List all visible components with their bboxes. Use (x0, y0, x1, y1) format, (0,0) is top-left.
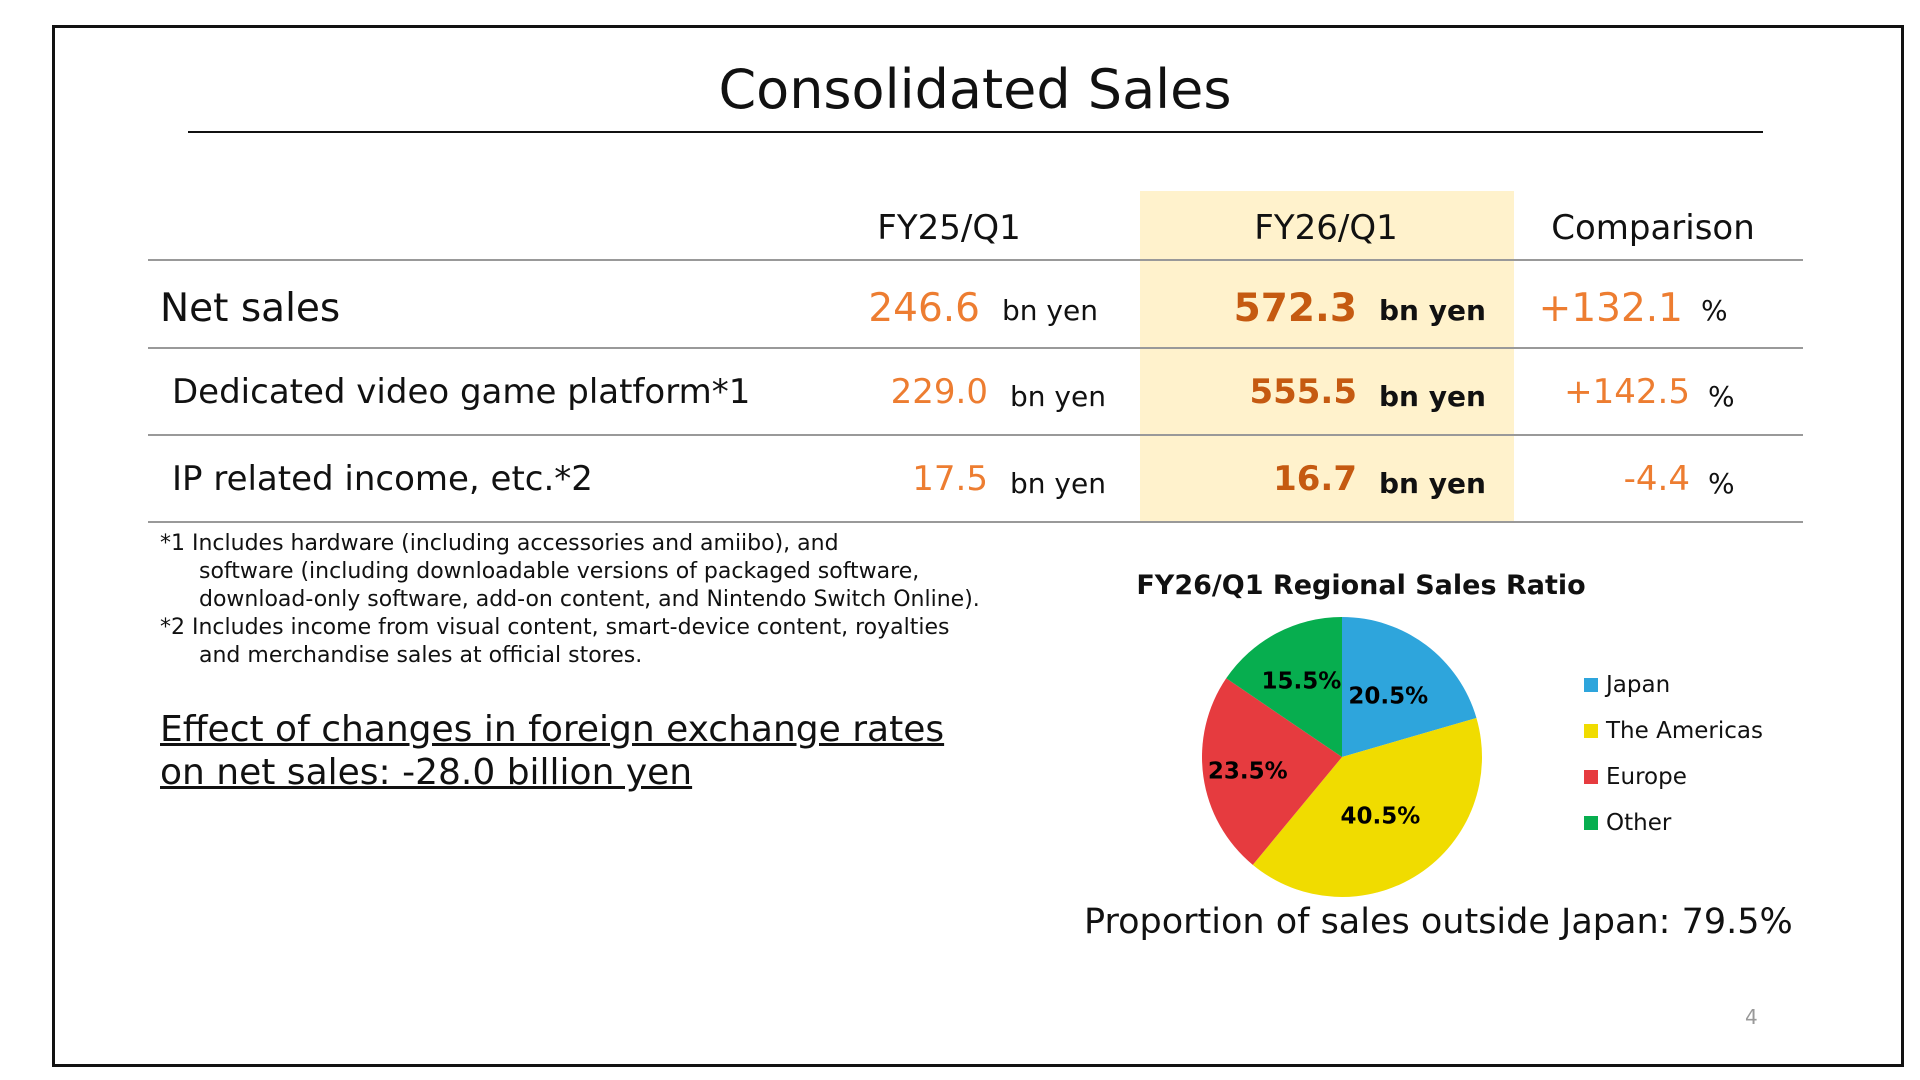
comparison-value: +132.1 (1538, 286, 1683, 331)
legend-swatch (1584, 816, 1598, 830)
footnote: and merchandise sales at official stores… (199, 643, 643, 668)
comparison-unit: % (1708, 380, 1735, 413)
comparison-value: +142.5 (1564, 372, 1690, 412)
fy25-unit: bn yen (1002, 294, 1098, 327)
legend-item: Europe (1584, 764, 1687, 790)
title-divider (188, 131, 1763, 133)
fy26-value: 16.7 (1273, 459, 1357, 499)
legend-item: Japan (1584, 672, 1670, 698)
fy25-unit: bn yen (1010, 467, 1106, 500)
legend-label: Japan (1606, 672, 1671, 698)
fy26-unit: bn yen (1379, 294, 1486, 327)
pie-data-label: 40.5% (1341, 804, 1421, 830)
fy25-value: 229.0 (890, 372, 988, 412)
footnote: download-only software, add-on content, … (199, 587, 980, 612)
legend-item: The Americas (1584, 718, 1763, 744)
divider (148, 259, 1803, 261)
legend-label: Other (1606, 810, 1672, 836)
legend-label: The Americas (1606, 718, 1763, 744)
comparison-value: -4.4 (1623, 459, 1690, 499)
header-fy25: FY25/Q1 (877, 208, 1021, 248)
fx-effect-line2: on net sales: -28.0 billion yen (160, 752, 693, 793)
fy25-value: 17.5 (912, 459, 988, 499)
legend-swatch (1584, 724, 1598, 738)
pie-data-label: 20.5% (1348, 683, 1428, 709)
fy25-value: 246.6 (868, 286, 980, 331)
divider (148, 521, 1803, 523)
fy26-value: 555.5 (1249, 372, 1357, 412)
pie-data-label: 23.5% (1208, 758, 1288, 784)
header-comparison: Comparison (1551, 208, 1755, 248)
pie-slice-other (1226, 617, 1342, 757)
pie-slice-japan (1342, 617, 1477, 757)
divider (148, 434, 1803, 436)
legend-label: Europe (1606, 764, 1687, 790)
row-label: IP related income, etc.*2 (172, 459, 593, 499)
pie-slice-europe (1202, 678, 1342, 865)
comparison-unit: % (1701, 294, 1728, 327)
fy25-unit: bn yen (1010, 380, 1106, 413)
pie-slice-the-americas (1252, 717, 1482, 897)
footnote: *1 Includes hardware (including accessor… (160, 531, 839, 556)
comparison-unit: % (1708, 467, 1735, 500)
fy26-unit: bn yen (1379, 467, 1486, 500)
pie-chart: 20.5% 40.5% 23.5% 15.5% (1202, 617, 1482, 897)
footnote: *2 Includes income from visual content, … (160, 615, 950, 640)
chart-title: FY26/Q1 Regional Sales Ratio (1136, 570, 1586, 601)
fy26-highlight (1140, 191, 1514, 522)
row-label: Net sales (160, 286, 341, 331)
slide-title: Consolidated Sales (718, 58, 1232, 121)
divider (148, 347, 1803, 349)
slide-frame (52, 25, 1904, 1067)
fx-effect-note: Effect of changes in foreign exchange ra… (160, 708, 944, 794)
pie-data-label: 15.5% (1261, 668, 1341, 694)
footnote: software (including downloadable version… (199, 559, 920, 584)
page-number: 4 (1745, 1005, 1758, 1029)
legend-swatch (1584, 770, 1598, 784)
fy26-value: 572.3 (1233, 286, 1357, 331)
fy26-unit: bn yen (1379, 380, 1486, 413)
header-fy26: FY26/Q1 (1254, 208, 1398, 248)
legend-swatch (1584, 678, 1598, 692)
fx-effect-line1: Effect of changes in foreign exchange ra… (160, 709, 945, 750)
row-label: Dedicated video game platform*1 (172, 372, 751, 412)
legend-item: Other (1584, 810, 1671, 836)
outside-japan-proportion: Proportion of sales outside Japan: 79.5% (1084, 902, 1793, 942)
